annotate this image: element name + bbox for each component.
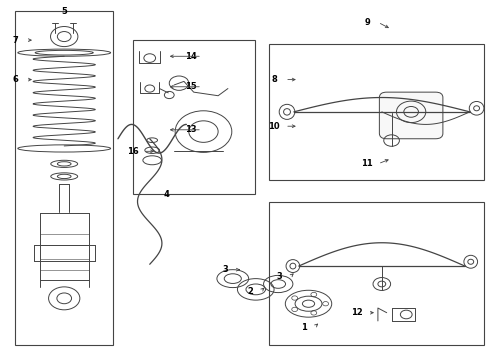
Text: 15: 15 xyxy=(185,82,197,91)
Bar xyxy=(15,12,113,345)
Text: 13: 13 xyxy=(185,125,197,134)
Text: 6: 6 xyxy=(12,75,18,84)
Text: 12: 12 xyxy=(351,308,363,317)
Text: 5: 5 xyxy=(61,7,67,16)
Text: 14: 14 xyxy=(185,52,197,61)
Text: 9: 9 xyxy=(364,18,370,27)
Text: 2: 2 xyxy=(247,287,253,296)
FancyBboxPatch shape xyxy=(379,92,443,139)
Bar xyxy=(270,202,485,345)
Text: 1: 1 xyxy=(301,323,307,332)
Text: 10: 10 xyxy=(269,122,280,131)
Text: 16: 16 xyxy=(127,147,139,156)
Bar xyxy=(270,44,485,180)
Bar xyxy=(133,40,255,194)
Text: 4: 4 xyxy=(164,190,170,199)
Text: 8: 8 xyxy=(271,75,277,84)
Text: 7: 7 xyxy=(12,36,18,45)
Text: 3: 3 xyxy=(276,272,282,281)
Text: 3: 3 xyxy=(222,265,228,274)
Text: 11: 11 xyxy=(361,159,373,168)
